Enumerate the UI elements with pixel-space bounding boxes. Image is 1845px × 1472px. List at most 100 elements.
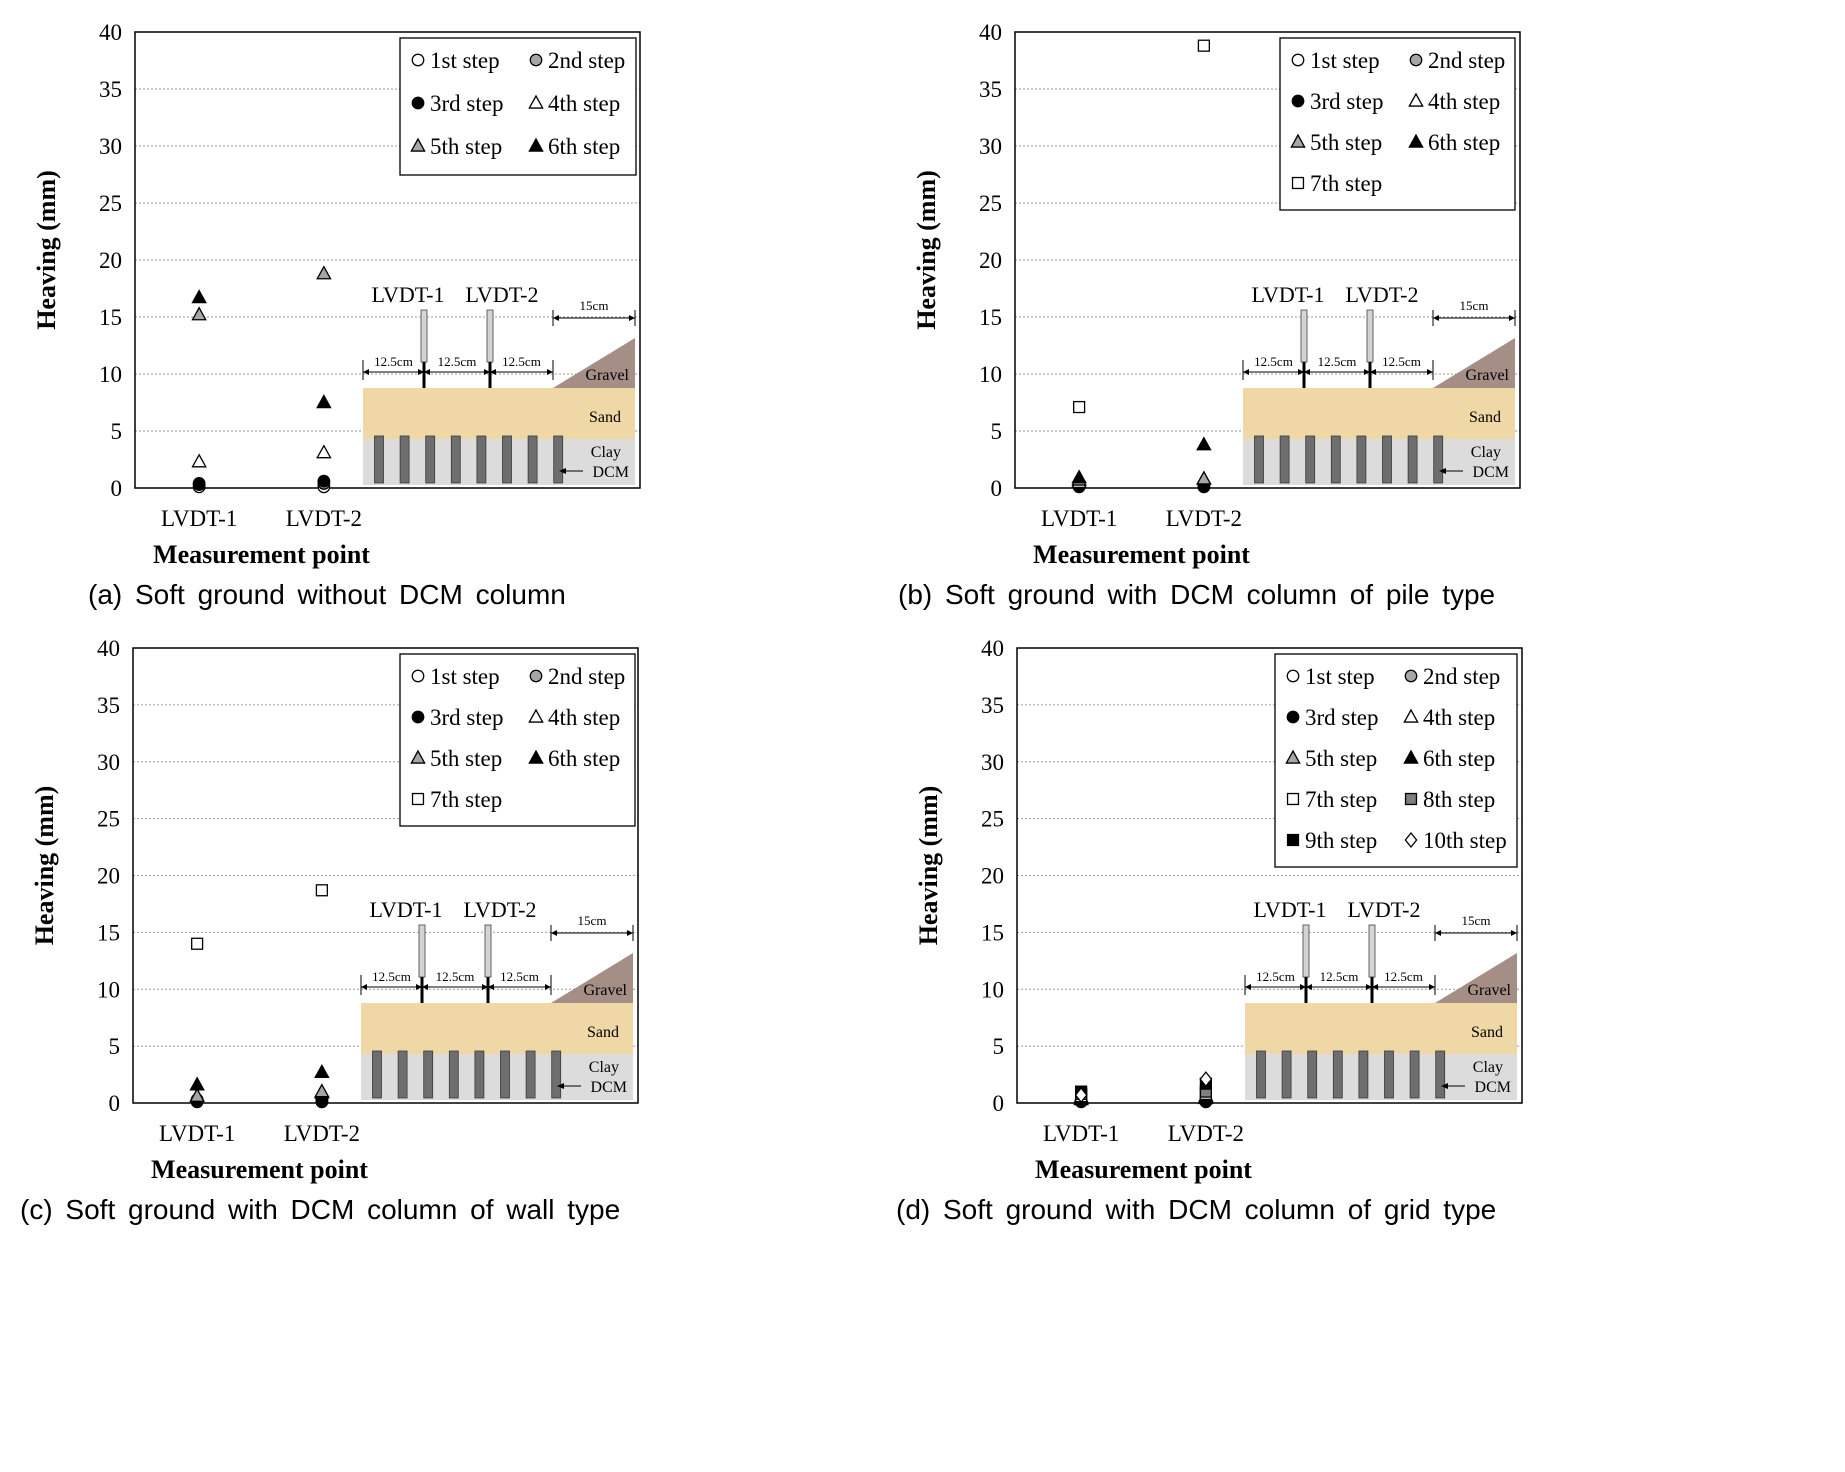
sand-label: Sand xyxy=(1469,409,1501,426)
dcm-column xyxy=(1256,1050,1266,1099)
gravel-label: Gravel xyxy=(585,367,629,384)
y-tick-label: 15 xyxy=(979,305,1002,330)
dcm-column xyxy=(372,1050,382,1099)
legend-label: 6th step xyxy=(548,134,620,159)
y-tick-label: 25 xyxy=(99,191,122,216)
y-tick-label: 20 xyxy=(99,248,122,273)
arrow-head xyxy=(1372,984,1378,990)
legend-label: 2nd step xyxy=(548,48,625,73)
legend-label: 1st step xyxy=(1310,48,1380,73)
dcm-column xyxy=(374,435,384,484)
arrow-head xyxy=(1243,369,1249,375)
lvdt-label: LVDT-2 xyxy=(1348,897,1421,922)
dcm-column xyxy=(1330,435,1341,484)
clay-label: Clay xyxy=(591,444,621,461)
dimension-label: 12.5cm xyxy=(1256,969,1295,984)
arrow-head xyxy=(1304,369,1310,375)
ground-schematic: 12.5cm 12.5cm 12.5cm 15cm LVDT-1 LVDT-2 Gravel… xyxy=(362,282,636,485)
arrow-head xyxy=(482,984,488,990)
data-point xyxy=(1071,469,1087,484)
y-axis-label: Heaving (mm) xyxy=(912,170,941,330)
legend-label: 1st step xyxy=(430,664,500,689)
legend-marker xyxy=(410,749,426,764)
dcm-column xyxy=(1407,435,1418,484)
panel-caption: (a) Soft ground without DCM column xyxy=(88,579,566,610)
legend-label: 2nd step xyxy=(1423,664,1500,689)
legend-marker xyxy=(411,53,425,67)
legend-marker xyxy=(411,96,425,110)
legend-label: 4th step xyxy=(548,91,620,116)
data-point xyxy=(191,306,207,321)
arrow-head xyxy=(361,984,367,990)
dcm-column xyxy=(1384,1050,1394,1099)
gravel-slope xyxy=(551,953,633,1003)
chart-panel-d: 0 5 10 15 20 25 30 35 40 Heaving (mm) LVDT-1 LVDT-2… xyxy=(896,636,1523,1225)
arrow-head xyxy=(488,984,494,990)
arrow-head xyxy=(1306,984,1312,990)
lvdt-rod xyxy=(1300,309,1308,363)
dimension-label: 12.5cm xyxy=(436,969,475,984)
dcm-column xyxy=(1358,1050,1369,1099)
plot-frame xyxy=(1014,31,1521,489)
legend-label: 4th step xyxy=(548,705,620,730)
data-point xyxy=(316,265,332,280)
lvdt-label: LVDT-2 xyxy=(1346,282,1419,307)
lvdt-label: LVDT-1 xyxy=(372,282,445,307)
dcm-label: DCM xyxy=(1475,1079,1511,1096)
legend-label: 7th step xyxy=(1305,787,1377,812)
y-tick-label: 30 xyxy=(97,750,120,775)
data-point xyxy=(191,453,207,468)
sand-label: Sand xyxy=(589,409,621,426)
arrow-head xyxy=(1366,984,1372,990)
dcm-column xyxy=(1382,435,1392,484)
y-tick-label: 5 xyxy=(111,419,123,444)
ground-schematic: 12.5cm 12.5cm 12.5cm 15cm LVDT-1 LVDT-2 Gravel… xyxy=(360,897,634,1100)
arrow-head xyxy=(1370,369,1376,375)
dcm-column xyxy=(1254,435,1264,484)
y-tick-label: 30 xyxy=(99,134,122,159)
y-tick-label: 35 xyxy=(99,77,122,102)
y-tick-label: 10 xyxy=(97,977,120,1002)
arrow-head xyxy=(1429,984,1435,990)
y-tick-label: 35 xyxy=(981,693,1004,718)
x-tick-label: LVDT-2 xyxy=(284,1121,360,1146)
data-point xyxy=(315,884,328,897)
plot-frame xyxy=(132,647,639,1104)
chart-panel-b: 0 5 10 15 20 25 30 35 40 Heaving (mm) LVDT-1 LVDT-2… xyxy=(898,20,1521,610)
arrow-head xyxy=(1364,369,1370,375)
legend-marker xyxy=(411,792,425,806)
dcm-column xyxy=(1305,435,1316,484)
sand-label: Sand xyxy=(587,1024,619,1041)
arrow-head xyxy=(416,984,422,990)
x-axis-label: Measurement point xyxy=(153,540,370,569)
lvdt-rod xyxy=(484,924,492,978)
dcm-column xyxy=(1281,1050,1292,1099)
arrow-head xyxy=(545,984,551,990)
dcm-column xyxy=(1307,1050,1318,1099)
plot-frame xyxy=(1016,647,1523,1104)
arrow-head xyxy=(1298,369,1304,375)
y-tick-label: 10 xyxy=(99,362,122,387)
arrow-head xyxy=(557,1083,564,1089)
legend-marker xyxy=(1409,53,1423,67)
lvdt-label: LVDT-2 xyxy=(466,282,539,307)
y-tick-label: 10 xyxy=(979,362,1002,387)
arrow-head xyxy=(363,369,369,375)
data-point xyxy=(1074,1086,1088,1104)
dcm-column xyxy=(423,1050,434,1099)
legend-marker xyxy=(529,669,543,683)
y-tick-label: 30 xyxy=(981,750,1004,775)
legend-label: 10th step xyxy=(1423,828,1507,853)
lvdt-label: LVDT-1 xyxy=(370,897,443,922)
arrow-head xyxy=(1439,468,1446,474)
data-point xyxy=(1196,436,1212,451)
arrow-head xyxy=(1441,1083,1448,1089)
y-tick-label: 40 xyxy=(97,636,120,661)
y-tick-label: 35 xyxy=(97,693,120,718)
legend-label: 7th step xyxy=(1310,171,1382,196)
dimension-label: 12.5cm xyxy=(374,354,413,369)
y-tick-label: 40 xyxy=(979,20,1002,45)
dimension-label: 15cm xyxy=(1460,298,1489,313)
legend-label: 7th step xyxy=(430,787,502,812)
dcm-column xyxy=(1332,1050,1343,1099)
